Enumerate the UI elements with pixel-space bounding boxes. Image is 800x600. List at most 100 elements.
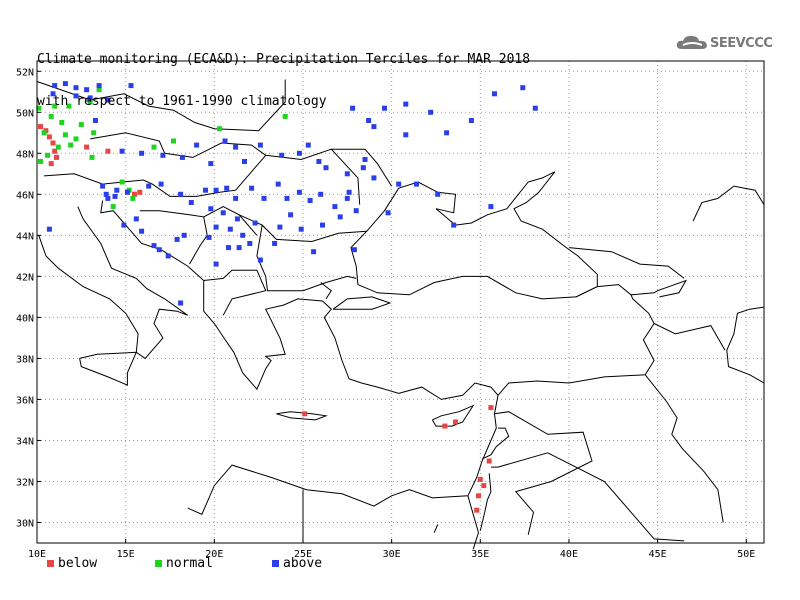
legend-above-swatch xyxy=(272,560,279,567)
station-below-marker xyxy=(38,124,43,130)
lat-tick-label: 50N xyxy=(16,108,34,119)
station-normal-marker xyxy=(130,195,136,201)
lon-tick-label: 45E xyxy=(649,549,667,560)
station-above-marker xyxy=(366,118,372,123)
station-below-marker xyxy=(52,148,58,154)
station-above-marker xyxy=(492,91,497,97)
station-below-marker xyxy=(48,161,54,167)
station-above-marker xyxy=(532,105,538,111)
coastline-path xyxy=(331,148,393,187)
station-above-marker xyxy=(62,81,68,87)
station-below-marker xyxy=(302,411,308,417)
station-above-marker xyxy=(320,222,325,228)
legend-below: below xyxy=(47,556,97,572)
station-above-marker xyxy=(311,249,317,255)
station-above-marker xyxy=(206,234,212,240)
legend-normal-swatch xyxy=(155,560,162,567)
map-title: Climate monitoring (ECA&D): Precipitatio… xyxy=(37,25,530,123)
station-above-marker xyxy=(133,216,139,222)
station-above-marker xyxy=(371,124,377,130)
station-above-marker xyxy=(257,142,263,148)
station-above-marker xyxy=(233,195,239,201)
station-above-marker xyxy=(105,97,111,103)
seevccc-logo: SEEVCCC xyxy=(676,33,773,53)
legend-normal-label: normal xyxy=(166,556,213,571)
station-above-marker xyxy=(371,175,377,181)
lat-tick-label: 36N xyxy=(16,395,34,406)
station-above-marker xyxy=(316,159,322,164)
station-normal-marker xyxy=(52,103,58,109)
station-above-marker xyxy=(307,198,313,203)
station-above-marker xyxy=(181,232,187,238)
station-above-marker xyxy=(488,204,494,210)
station-above-marker xyxy=(222,138,228,144)
station-normal-marker xyxy=(66,103,72,109)
station-above-marker xyxy=(249,185,255,191)
station-above-marker xyxy=(50,91,56,97)
coastline-path xyxy=(433,524,439,533)
station-above-marker xyxy=(234,216,240,222)
station-above-marker xyxy=(208,161,214,167)
station-above-marker xyxy=(318,191,324,197)
cloud-logo-icon xyxy=(676,35,707,49)
station-above-marker xyxy=(158,181,164,187)
station-above-marker xyxy=(350,105,356,111)
station-above-marker xyxy=(139,228,145,234)
station-above-marker xyxy=(139,150,145,156)
station-below-marker xyxy=(481,483,487,489)
station-above-marker xyxy=(188,200,194,205)
station-above-marker xyxy=(520,85,526,91)
station-below-marker xyxy=(474,507,480,513)
coastline-path xyxy=(38,206,188,360)
station-above-marker xyxy=(444,130,450,136)
title-line-1: Climate monitoring (ECA&D): Precipitatio… xyxy=(37,52,531,67)
station-above-marker xyxy=(284,195,290,201)
station-above-marker xyxy=(353,208,359,214)
coastline-path xyxy=(547,452,685,542)
station-above-marker xyxy=(46,226,52,232)
station-normal-marker xyxy=(119,179,125,185)
legend-normal: normal xyxy=(155,556,213,572)
station-normal-marker xyxy=(62,132,68,138)
station-normal-marker xyxy=(217,126,223,132)
legend-above-label: above xyxy=(283,556,323,571)
station-normal-marker xyxy=(59,120,65,125)
coastline-path xyxy=(494,411,593,535)
station-above-marker xyxy=(233,144,239,150)
coastline-path xyxy=(479,473,492,531)
coastline-path xyxy=(203,206,258,236)
station-normal-marker xyxy=(78,122,84,128)
coastline-path xyxy=(350,171,598,300)
coastline-path xyxy=(139,210,208,265)
station-above-marker xyxy=(93,118,98,123)
station-above-marker xyxy=(396,181,402,187)
station-normal-marker xyxy=(36,105,42,111)
station-above-marker xyxy=(242,159,247,164)
station-above-marker xyxy=(344,171,350,177)
station-above-marker xyxy=(84,87,90,93)
station-above-marker xyxy=(298,226,304,232)
station-normal-marker xyxy=(68,142,74,148)
coastline-path xyxy=(431,404,475,427)
station-above-marker xyxy=(174,236,180,242)
station-below-marker xyxy=(453,419,458,425)
station-above-marker xyxy=(194,142,200,148)
station-normal-marker xyxy=(110,204,116,210)
coastline-path xyxy=(497,323,655,396)
station-above-marker xyxy=(332,204,338,210)
station-above-marker xyxy=(252,220,258,226)
station-above-marker xyxy=(220,210,226,216)
lat-tick-label: 38N xyxy=(16,354,34,365)
station-above-marker xyxy=(323,165,329,171)
station-normal-marker xyxy=(73,136,79,142)
station-above-marker xyxy=(103,191,109,197)
station-above-marker xyxy=(208,206,214,212)
legend-below-swatch xyxy=(47,560,54,567)
lat-tick-label: 44N xyxy=(16,231,34,242)
coastline-path xyxy=(100,200,499,515)
station-normal-marker xyxy=(55,144,61,150)
station-normal-marker xyxy=(151,144,157,150)
lon-tick-label: 35E xyxy=(471,549,489,560)
lon-tick-label: 15E xyxy=(117,549,135,560)
station-above-marker xyxy=(160,152,166,158)
